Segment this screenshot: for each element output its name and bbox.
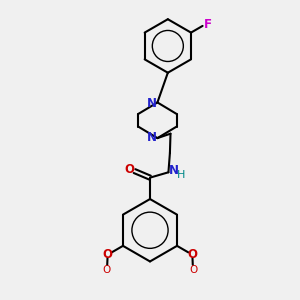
Text: N: N bbox=[146, 131, 157, 144]
Text: N: N bbox=[146, 97, 157, 110]
Text: O: O bbox=[103, 248, 112, 261]
Text: O: O bbox=[124, 164, 134, 176]
Text: N: N bbox=[169, 164, 178, 177]
Text: O: O bbox=[103, 265, 111, 275]
Text: H: H bbox=[177, 170, 185, 180]
Text: O: O bbox=[188, 248, 197, 261]
Text: O: O bbox=[189, 265, 197, 275]
Text: F: F bbox=[204, 18, 212, 31]
